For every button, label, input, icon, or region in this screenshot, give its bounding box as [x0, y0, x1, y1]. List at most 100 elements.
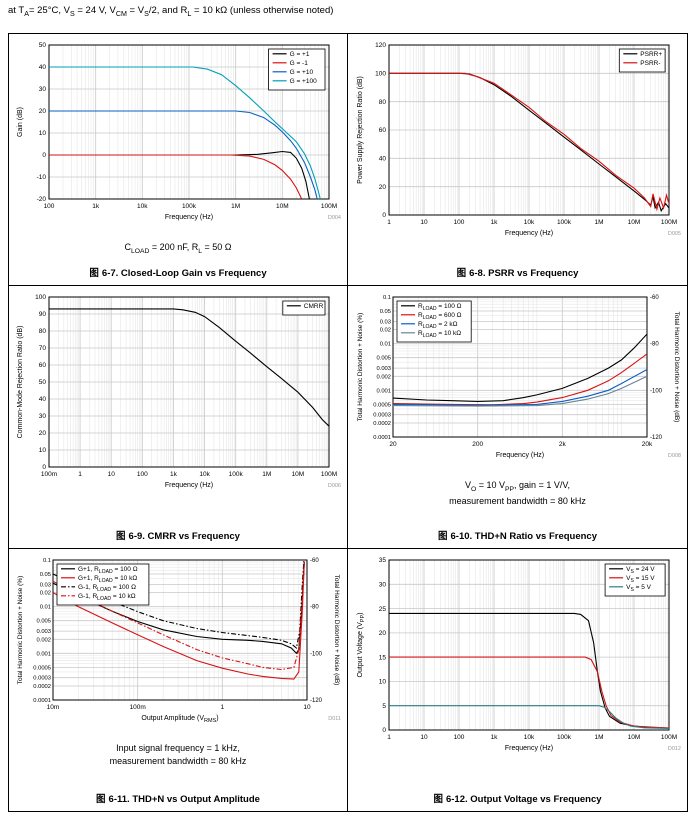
- svg-text:0.03: 0.03: [379, 319, 390, 325]
- chart-thdn-ratio-frequency: 20 200 2k 20k 0.1 0.05 0.03 0.02 0.01 0.005 0.003 0…: [353, 289, 683, 467]
- svg-text:0.002: 0.002: [376, 374, 391, 380]
- svg-text:0.0001: 0.0001: [33, 698, 51, 704]
- svg-text:Frequency (Hz): Frequency (Hz): [504, 230, 552, 237]
- svg-text:0.0005: 0.0005: [373, 402, 391, 408]
- svg-text:1M: 1M: [262, 471, 271, 478]
- svg-text:10: 10: [303, 704, 311, 711]
- figure-cell-6-7: 100 1k 10k 100k 1M 10M 100M -20 -10 0 10 20 30 40 50 G …: [9, 34, 348, 286]
- figure-prefix-glyph: 图: [433, 794, 443, 805]
- svg-text:100M: 100M: [660, 734, 676, 741]
- svg-text:10: 10: [420, 734, 428, 741]
- svg-text:-10: -10: [37, 174, 47, 181]
- figure-prefix-glyph: 图: [116, 530, 126, 542]
- svg-text:0.02: 0.02: [40, 590, 51, 596]
- figure-caption-6-11: 图 6-11. THD+N vs Output Amplitude: [9, 791, 347, 805]
- svg-text:0.002: 0.002: [36, 637, 51, 643]
- svg-text:20: 20: [39, 430, 47, 437]
- svg-text:Gain (dB): Gain (dB): [17, 107, 24, 137]
- svg-text:10M: 10M: [276, 203, 289, 210]
- svg-text:-60: -60: [310, 558, 319, 564]
- svg-text:10: 10: [378, 678, 386, 685]
- figure-title-6-12: 6-12. Output Voltage vs Frequency: [445, 794, 602, 805]
- figure-prefix-glyph: 图: [89, 268, 99, 279]
- svg-text:-80: -80: [310, 604, 319, 610]
- svg-text:-60: -60: [650, 295, 659, 301]
- svg-text:35: 35: [378, 557, 386, 564]
- svg-text:70: 70: [39, 345, 47, 352]
- svg-text:1: 1: [387, 734, 391, 741]
- svg-text:10: 10: [420, 219, 428, 226]
- svg-text:RLOAD = 100 Ω: RLOAD = 100 Ω: [418, 303, 462, 312]
- svg-text:1: 1: [387, 219, 391, 226]
- svg-text:2k: 2k: [558, 441, 566, 448]
- chart-thdn-output-amplitude: 10m 100m 1 10 0.1 0.05 0.03 0.02 0.01 0.005 0.003 0…: [13, 552, 343, 730]
- svg-text:RLOAD = 600 Ω: RLOAD = 600 Ω: [418, 312, 462, 321]
- svg-text:Frequency (Hz): Frequency (Hz): [165, 482, 213, 489]
- svg-text:20: 20: [389, 441, 397, 448]
- svg-text:1k: 1k: [170, 471, 178, 478]
- svg-text:VS = 15 V: VS = 15 V: [626, 575, 655, 584]
- svg-text:0.0001: 0.0001: [373, 435, 391, 441]
- svg-text:120: 120: [375, 42, 386, 49]
- svg-text:10M: 10M: [292, 471, 305, 478]
- svg-text:1M: 1M: [594, 734, 603, 741]
- svg-text:-120: -120: [310, 698, 323, 704]
- svg-text:80: 80: [39, 328, 47, 335]
- svg-text:D008: D008: [667, 453, 680, 459]
- test-conditions-line: at TA= 25°C, VS = 24 V, VCM = VS/2, and …: [8, 5, 334, 18]
- svg-text:Output Voltage (VPP): Output Voltage (VPP): [357, 612, 366, 677]
- svg-text:100k: 100k: [556, 219, 571, 226]
- figure-cell-6-8: 1 10 100 1k 10k 100k 1M 10M 100M 0 20 40 60 80 100 120 P…: [348, 34, 687, 286]
- svg-text:10M: 10M: [627, 219, 640, 226]
- svg-text:0.01: 0.01: [379, 342, 390, 348]
- svg-text:0.05: 0.05: [379, 309, 390, 315]
- svg-text:50: 50: [39, 42, 47, 49]
- svg-text:40: 40: [378, 156, 386, 163]
- svg-text:0.001: 0.001: [376, 388, 391, 394]
- svg-text:80: 80: [378, 99, 386, 106]
- figure-prefix-glyph: 图: [437, 530, 448, 542]
- svg-text:Total Harmonic Distortion + No: Total Harmonic Distortion + Noise (%): [357, 313, 364, 422]
- svg-text:VS = 5 V: VS = 5 V: [626, 584, 652, 593]
- chart-note-6-7: CLOAD = 200 nF, RL = 50 Ω: [124, 242, 232, 255]
- svg-text:G+1, RLOAD = 10 kΩ: G+1, RLOAD = 10 kΩ: [78, 575, 137, 584]
- svg-text:RLOAD = 10 kΩ: RLOAD = 10 kΩ: [418, 330, 461, 339]
- svg-text:100k: 100k: [229, 471, 244, 478]
- svg-text:60: 60: [39, 362, 47, 369]
- svg-text:1k: 1k: [92, 203, 100, 210]
- chart-note-6-10: VO = 10 VPP, gain = 1 V/V, measurement ba…: [449, 480, 586, 507]
- svg-text:100M: 100M: [660, 219, 676, 226]
- figure-prefix-glyph: 图: [96, 794, 106, 805]
- svg-text:-20: -20: [37, 196, 47, 203]
- figure-cell-6-11: 10m 100m 1 10 0.1 0.05 0.03 0.02 0.01 0.005 0.003 0…: [9, 548, 348, 811]
- svg-text:0.0005: 0.0005: [33, 665, 51, 671]
- figure-title-6-8: 6-8. PSRR vs Frequency: [469, 268, 579, 279]
- svg-text:100k: 100k: [182, 203, 197, 210]
- svg-text:60: 60: [378, 127, 386, 134]
- svg-text:0.003: 0.003: [376, 366, 391, 372]
- svg-text:0: 0: [382, 727, 386, 734]
- svg-text:25: 25: [378, 605, 386, 612]
- svg-text:5: 5: [382, 702, 386, 709]
- svg-text:15: 15: [378, 654, 386, 661]
- svg-text:G-1, RLOAD = 100 Ω: G-1, RLOAD = 100 Ω: [78, 584, 136, 593]
- svg-text:100m: 100m: [41, 471, 57, 478]
- svg-text:10: 10: [108, 471, 116, 478]
- figure-caption-6-9: 图 6-9. CMRR vs Frequency: [9, 528, 347, 542]
- svg-text:100: 100: [35, 294, 46, 301]
- chart-output-voltage-frequency: 1 10 100 1k 10k 100k 1M 10M 100M 0 5 10 15 20 25 30 35 VS…: [353, 552, 683, 760]
- svg-text:100M: 100M: [321, 471, 337, 478]
- figure-caption-6-12: 图 6-12. Output Voltage vs Frequency: [348, 791, 687, 805]
- svg-text:1M: 1M: [231, 203, 240, 210]
- svg-text:100: 100: [375, 71, 386, 78]
- svg-text:0.03: 0.03: [40, 582, 51, 588]
- svg-text:0.1: 0.1: [382, 295, 390, 301]
- svg-text:D012: D012: [667, 746, 680, 752]
- svg-text:40: 40: [39, 396, 47, 403]
- figure-caption-6-10: 图 6-10. THD+N Ratio vs Frequency: [348, 528, 687, 542]
- chart-psrr: 1 10 100 1k 10k 100k 1M 10M 100M 0 20 40 60 80 100 120 P…: [353, 37, 683, 245]
- svg-text:30: 30: [39, 413, 47, 420]
- svg-text:0.0002: 0.0002: [33, 684, 51, 690]
- svg-text:1k: 1k: [490, 734, 498, 741]
- svg-text:G = +100: G = +100: [290, 78, 317, 85]
